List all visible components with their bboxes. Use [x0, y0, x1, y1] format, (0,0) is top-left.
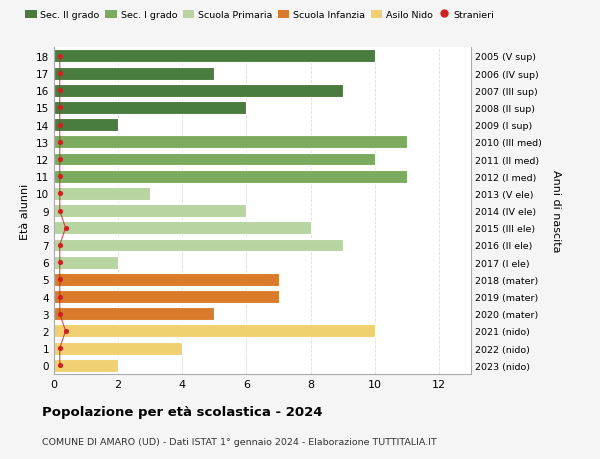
- Text: COMUNE DI AMARO (UD) - Dati ISTAT 1° gennaio 2024 - Elaborazione TUTTITALIA.IT: COMUNE DI AMARO (UD) - Dati ISTAT 1° gen…: [42, 437, 437, 446]
- Bar: [54, 102, 247, 115]
- Point: [55, 190, 65, 198]
- Bar: [54, 170, 407, 183]
- Bar: [54, 119, 118, 132]
- Point: [55, 345, 65, 352]
- Bar: [54, 84, 343, 97]
- Bar: [54, 291, 278, 303]
- Y-axis label: Età alunni: Età alunni: [20, 183, 31, 239]
- Bar: [54, 273, 278, 286]
- Point: [55, 259, 65, 266]
- Point: [55, 156, 65, 163]
- Point: [55, 105, 65, 112]
- Point: [55, 139, 65, 146]
- Point: [61, 328, 70, 335]
- Bar: [54, 188, 150, 201]
- Point: [55, 242, 65, 249]
- Point: [55, 87, 65, 95]
- Point: [55, 362, 65, 369]
- Point: [55, 207, 65, 215]
- Bar: [54, 205, 247, 218]
- Bar: [54, 50, 375, 63]
- Bar: [54, 342, 182, 355]
- Bar: [54, 239, 343, 252]
- Bar: [54, 153, 375, 166]
- Point: [55, 122, 65, 129]
- Point: [55, 293, 65, 301]
- Y-axis label: Anni di nascita: Anni di nascita: [551, 170, 562, 252]
- Bar: [54, 308, 214, 320]
- Text: Popolazione per età scolastica - 2024: Popolazione per età scolastica - 2024: [42, 405, 323, 419]
- Bar: [54, 136, 407, 149]
- Bar: [54, 67, 214, 80]
- Point: [55, 310, 65, 318]
- Point: [55, 276, 65, 283]
- Bar: [54, 325, 375, 338]
- Bar: [54, 256, 118, 269]
- Point: [55, 173, 65, 180]
- Legend: Sec. II grado, Sec. I grado, Scuola Primaria, Scuola Infanzia, Asilo Nido, Stran: Sec. II grado, Sec. I grado, Scuola Prim…: [25, 11, 494, 20]
- Bar: [54, 359, 118, 372]
- Bar: [54, 222, 311, 235]
- Point: [55, 53, 65, 61]
- Point: [61, 224, 70, 232]
- Point: [55, 70, 65, 78]
